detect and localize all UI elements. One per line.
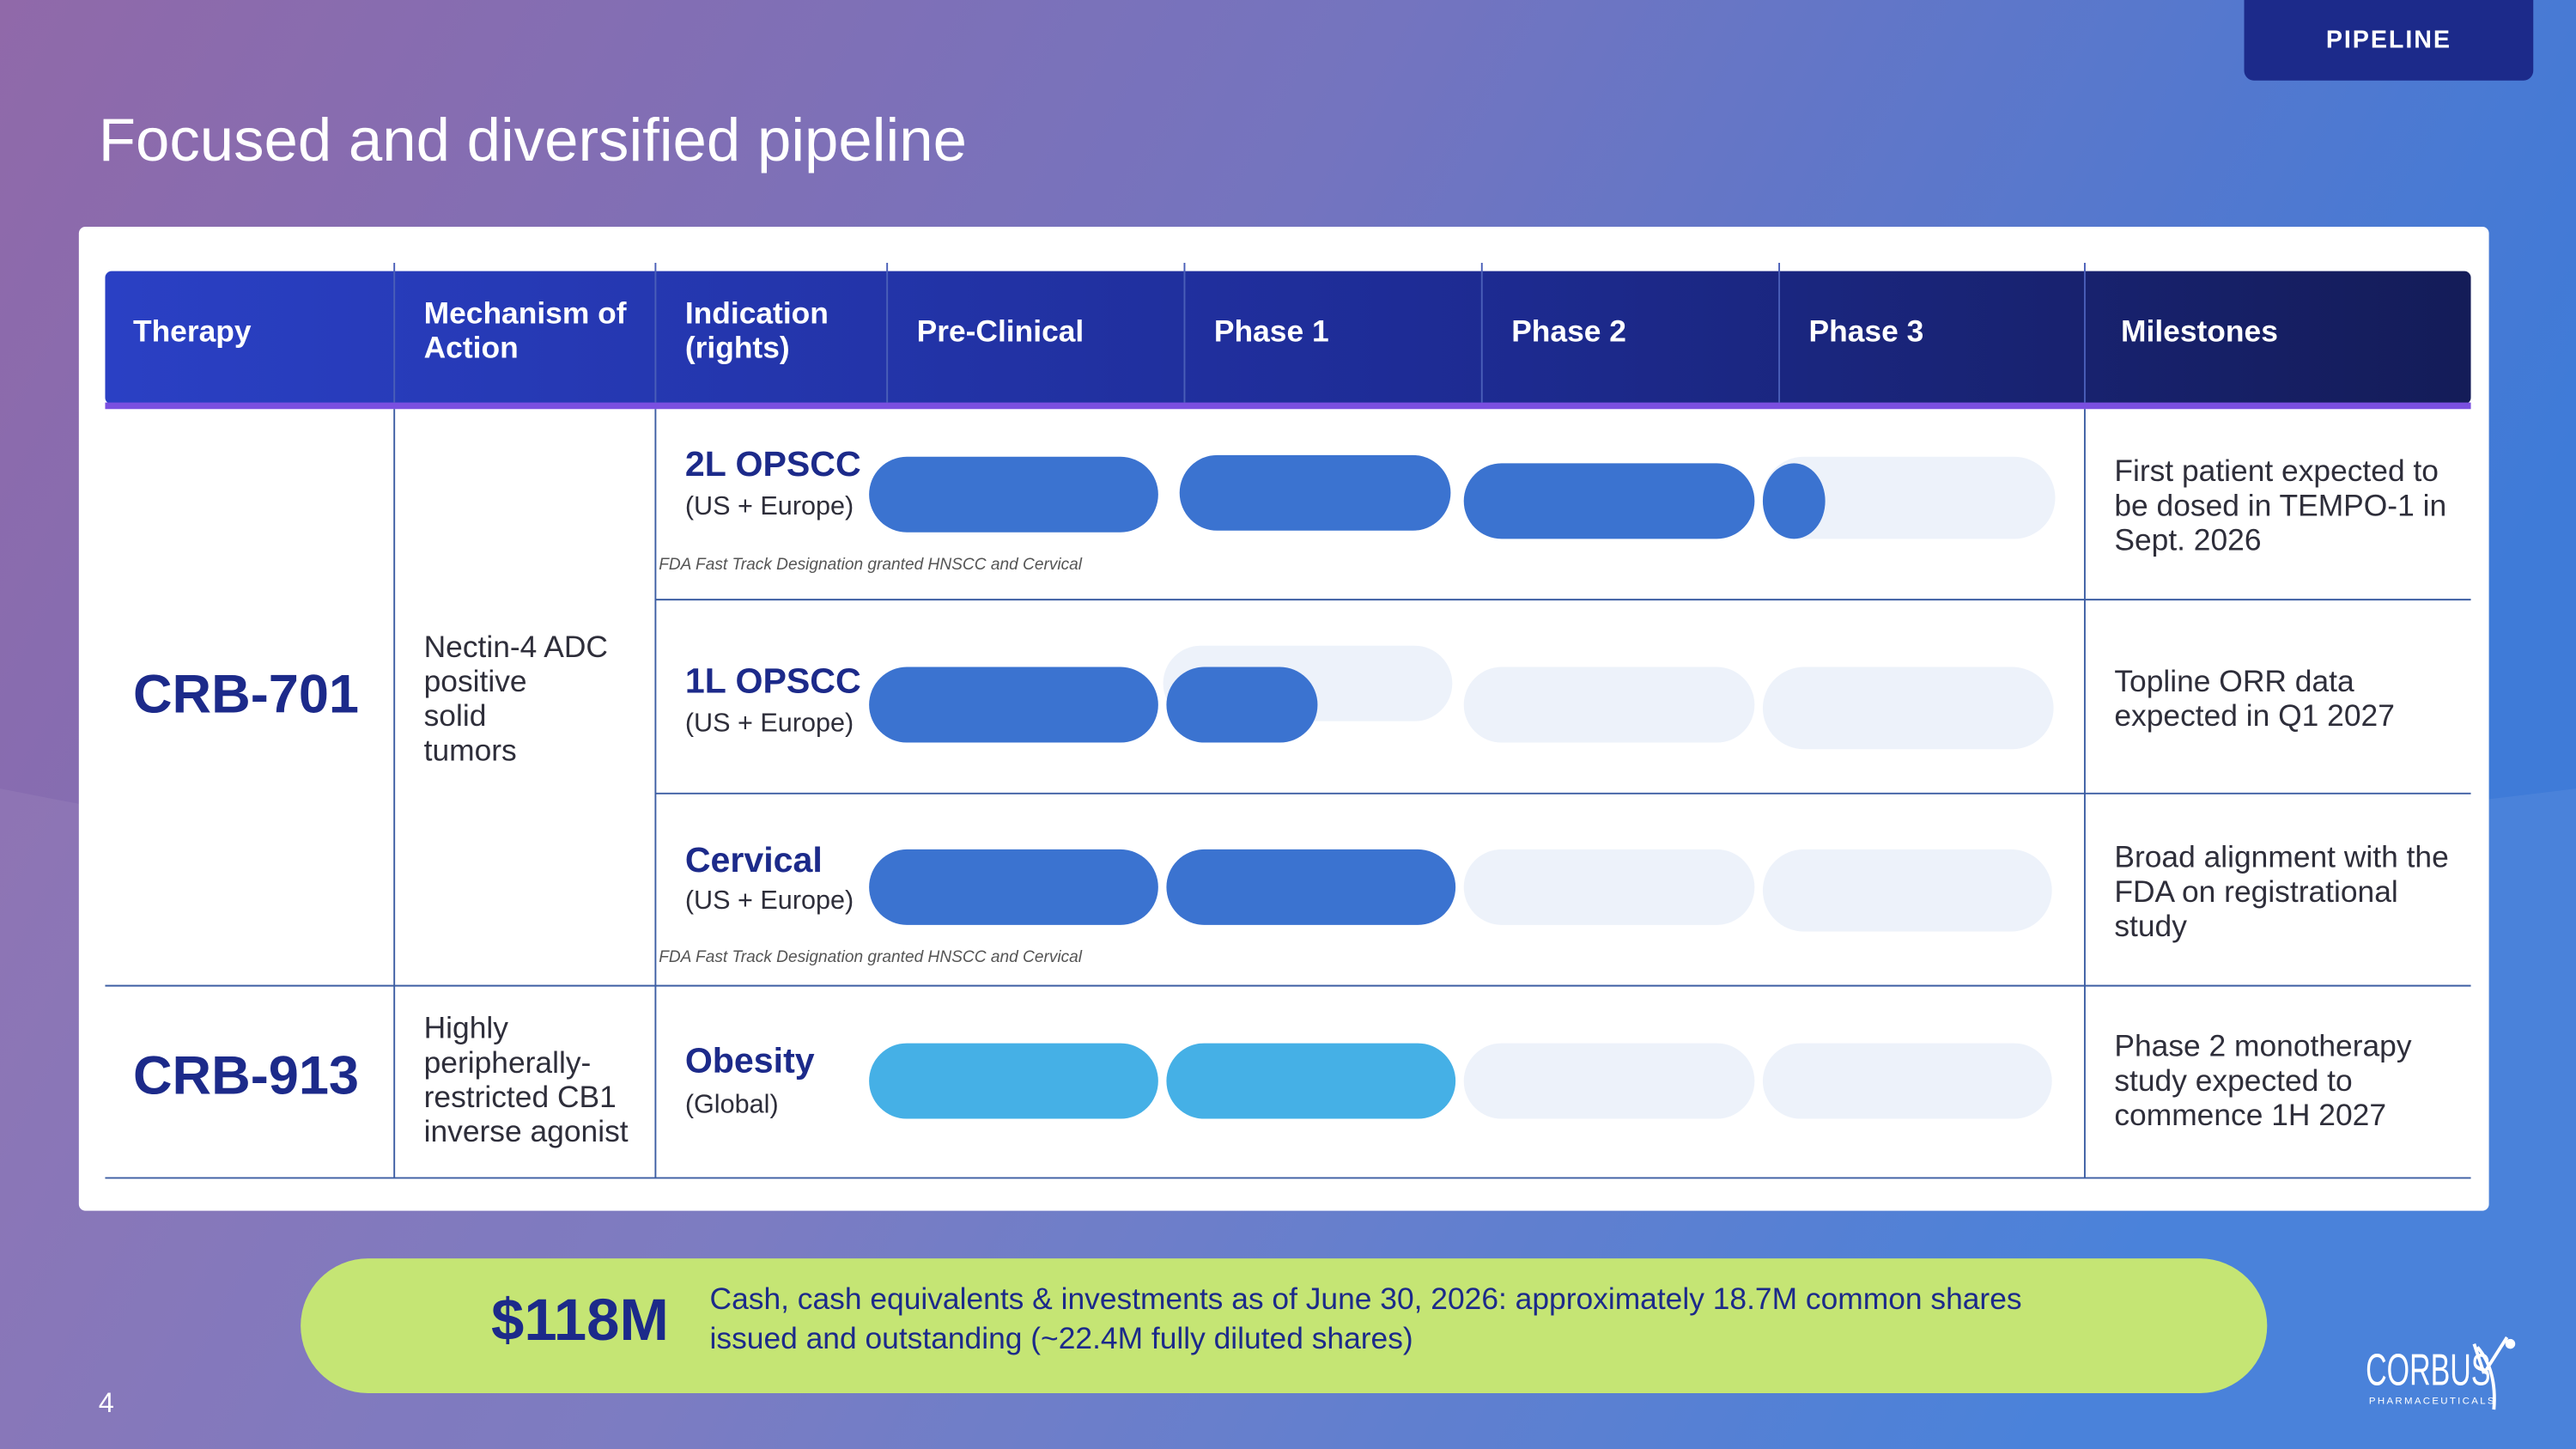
cash-amount: $118M bbox=[491, 1287, 669, 1353]
phase-bar bbox=[1762, 463, 1826, 539]
therapy-name: CRB-701 bbox=[133, 665, 359, 725]
section-tag-label: PIPELINE bbox=[2326, 26, 2451, 53]
cash-description: issued and outstanding (~22.4M fully dil… bbox=[710, 1322, 1413, 1355]
section-tag bbox=[2244, 0, 2534, 81]
phase-bar bbox=[1179, 454, 1451, 531]
indication-name: 2L OPSCC bbox=[685, 444, 861, 484]
slide-title: Focused and diversified pipeline bbox=[99, 106, 967, 174]
column-header: Mechanism of bbox=[424, 297, 627, 331]
milestone-line: study expected to bbox=[2114, 1064, 2352, 1098]
header-underline bbox=[105, 402, 2471, 410]
phase-bar bbox=[869, 667, 1158, 743]
milestone-line: First patient expected to bbox=[2114, 454, 2439, 488]
mechanism-line: Highly bbox=[424, 1012, 509, 1045]
phase-bar bbox=[869, 849, 1158, 925]
phase-track bbox=[1762, 849, 2052, 932]
mechanism-line: peripherally- bbox=[424, 1046, 592, 1080]
column-header: Phase 2 bbox=[1511, 315, 1626, 349]
table-header bbox=[105, 271, 2471, 405]
indication-rights: (US + Europe) bbox=[685, 709, 854, 738]
milestone-line: FDA on registrational bbox=[2114, 875, 2397, 909]
column-header: Indication bbox=[685, 297, 829, 331]
column-header: Phase 3 bbox=[1809, 315, 1924, 349]
indication-name: 1L OPSCC bbox=[685, 661, 861, 701]
cash-banner bbox=[301, 1258, 2268, 1393]
milestone-line: Topline ORR data bbox=[2114, 665, 2354, 698]
indication-rights: (US + Europe) bbox=[685, 886, 854, 915]
phase-bar bbox=[869, 1043, 1158, 1119]
milestone-line: Phase 2 monotherapy bbox=[2114, 1030, 2411, 1063]
milestone-line: be dosed in TEMPO-1 in bbox=[2114, 489, 2446, 522]
page-number: 4 bbox=[99, 1387, 114, 1418]
milestone-line: expected in Q1 2027 bbox=[2114, 699, 2395, 733]
phase-track bbox=[1463, 667, 1755, 743]
phase-track bbox=[1762, 1043, 2052, 1119]
column-header: Phase 1 bbox=[1214, 315, 1329, 349]
mechanism-line: inverse agonist bbox=[424, 1115, 629, 1148]
indication-rights: (Global) bbox=[685, 1089, 779, 1118]
indication-rights: (US + Europe) bbox=[685, 491, 854, 521]
milestone-line: Sept. 2026 bbox=[2114, 524, 2261, 557]
phase-track bbox=[1463, 1043, 1755, 1119]
mechanism-line: positive bbox=[424, 665, 527, 698]
indication-note: FDA Fast Track Designation granted HNSCC… bbox=[659, 948, 1083, 966]
phase-bar bbox=[1166, 1043, 1456, 1119]
cash-description: Cash, cash equivalents & investments as … bbox=[710, 1282, 2022, 1316]
mechanism-line: tumors bbox=[424, 734, 517, 767]
phase-bar bbox=[1463, 463, 1755, 539]
indication-name: Obesity bbox=[685, 1040, 815, 1080]
phase-bar bbox=[1166, 849, 1456, 925]
phase-bar bbox=[869, 456, 1158, 533]
milestone-line: commence 1H 2027 bbox=[2114, 1099, 2386, 1132]
indication-note: FDA Fast Track Designation granted HNSCC… bbox=[659, 556, 1083, 574]
column-header: Action bbox=[424, 332, 519, 365]
column-header: Therapy bbox=[133, 315, 252, 349]
mechanism-line: Nectin-4 ADC bbox=[424, 630, 608, 664]
phase-bar bbox=[1166, 667, 1318, 743]
column-header: Milestones bbox=[2121, 315, 2278, 349]
logo-head bbox=[2505, 1338, 2516, 1349]
column-header: (rights) bbox=[685, 332, 790, 365]
phase-track bbox=[1762, 667, 2054, 750]
logo-text: CORBUS bbox=[2366, 1345, 2490, 1395]
mechanism-line: restricted CB1 bbox=[424, 1081, 617, 1114]
logo-figure bbox=[2472, 1336, 2509, 1410]
column-header: Pre-Clinical bbox=[917, 315, 1084, 349]
phase-track bbox=[1762, 456, 2056, 539]
phase-track bbox=[1463, 849, 1755, 925]
mechanism-line: solid bbox=[424, 699, 487, 733]
milestone-line: study bbox=[2114, 910, 2187, 943]
therapy-name: CRB-913 bbox=[133, 1045, 359, 1105]
logo-subtext: PHARMACEUTICALS bbox=[2369, 1397, 2496, 1407]
milestone-line: Broad alignment with the bbox=[2114, 841, 2448, 874]
indication-name: Cervical bbox=[685, 840, 823, 880]
